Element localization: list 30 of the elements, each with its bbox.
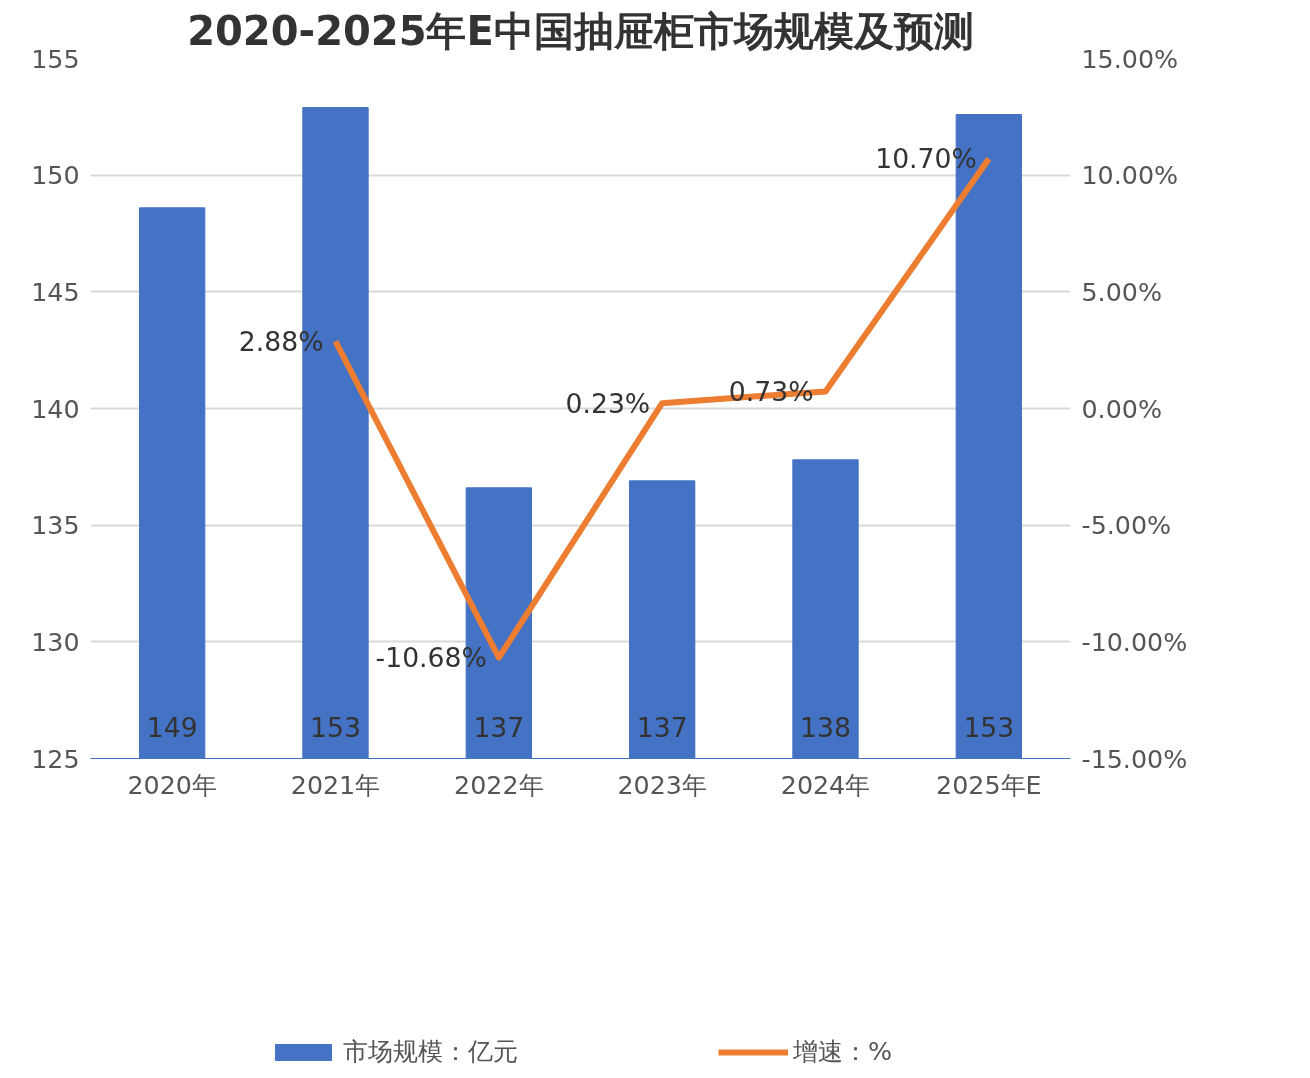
data-label: 137 (636, 711, 688, 743)
y2-tick-label: -5.00% (1081, 510, 1172, 541)
x-tick-label: 2022年 (454, 769, 544, 800)
data-label: 149 (146, 711, 198, 743)
y2-tick-label: 5.00% (1081, 276, 1162, 307)
data-label: 153 (963, 711, 1015, 743)
y-tick-label: 150 (31, 160, 80, 191)
y-tick-label: 125 (31, 743, 80, 774)
y2-tick-label: -15.00% (1081, 743, 1188, 774)
x-tick-label: 2020年 (127, 769, 217, 800)
y-tick-label: 145 (31, 276, 80, 307)
y2-tick-label: 15.00% (1081, 43, 1179, 74)
y-tick-label: 130 (31, 626, 80, 657)
y-tick-label: 155 (31, 43, 80, 74)
y-tick-label: 140 (31, 393, 80, 424)
y2-tick-label: 0.00% (1081, 393, 1162, 424)
data-label: 137 (473, 711, 525, 743)
x-tick-label: 2021年 (290, 769, 381, 800)
x-tick-label: 2025年E (936, 769, 1042, 800)
chart-title: 2020-2025年E中国抽屉柜市场规模及预测 (187, 7, 974, 54)
x-tick-label: 2024年 (780, 769, 871, 800)
y2-tick-label: 10.00% (1081, 160, 1179, 191)
y2-tick-label: -10.00% (1081, 626, 1188, 657)
y-tick-label: 135 (31, 510, 80, 541)
data-label: 138 (800, 711, 851, 743)
data-label: 0.23% (565, 387, 651, 419)
legend-label: 市场规模：亿元 (342, 1035, 518, 1068)
data-label: 153 (310, 711, 361, 743)
x-tick-label: 2023年 (617, 769, 707, 800)
legend-label: 增速：% (792, 1035, 893, 1068)
